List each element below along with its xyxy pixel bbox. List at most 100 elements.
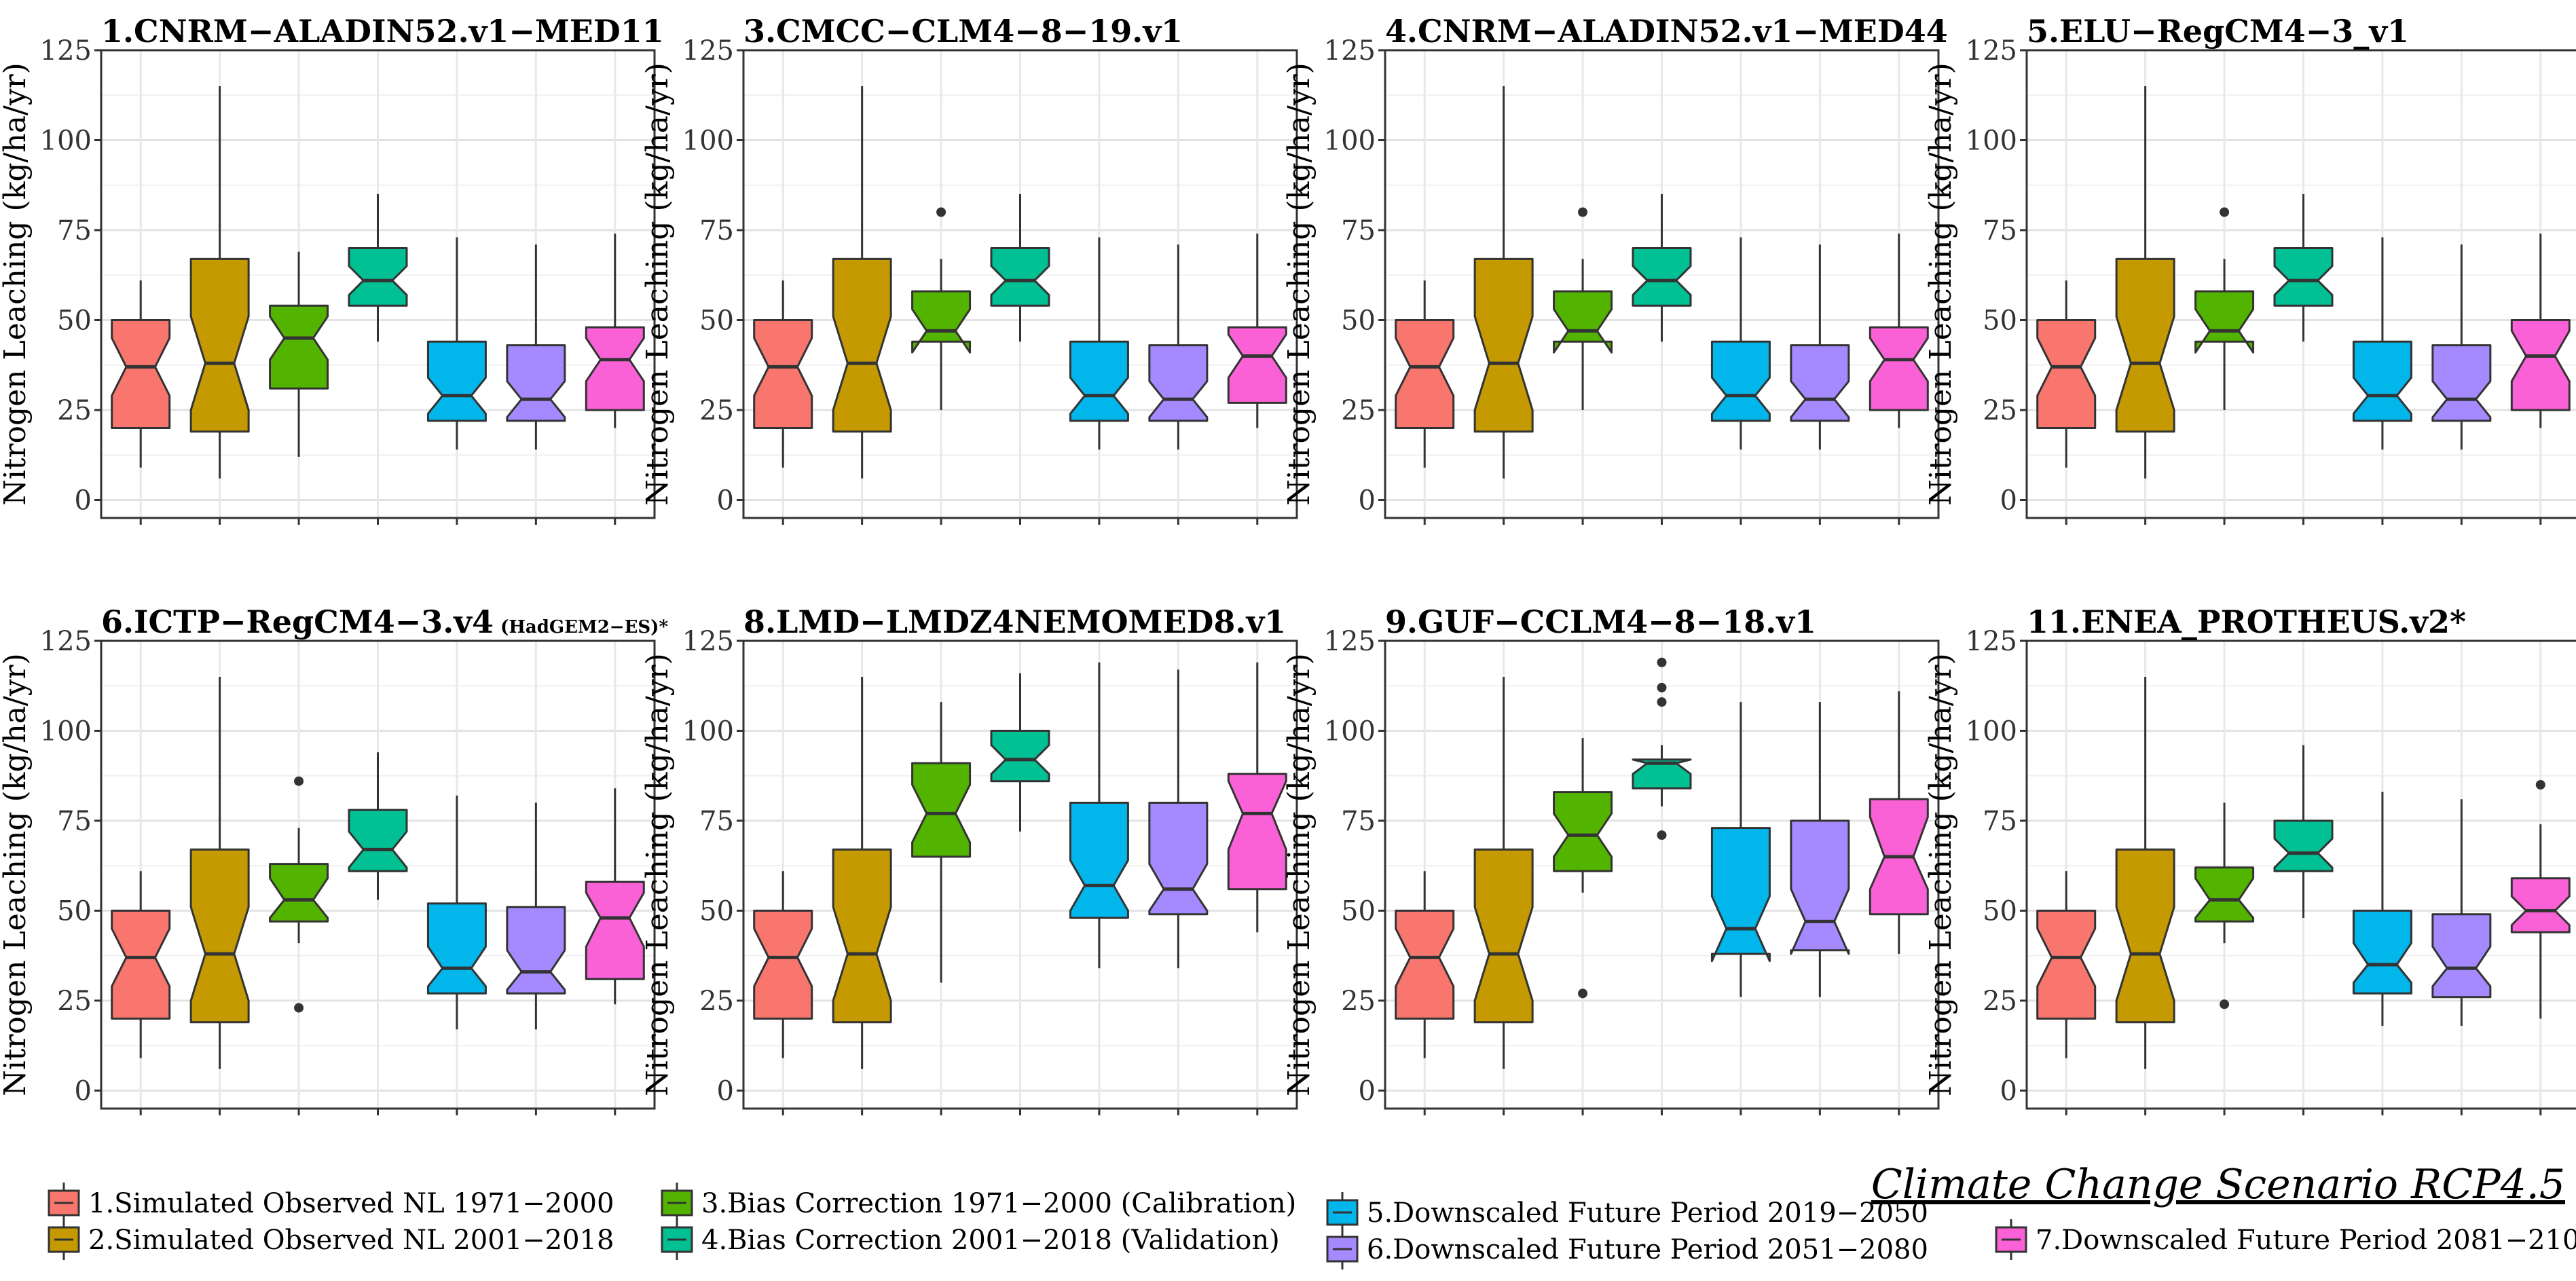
box-body [1227,326,1287,404]
box-body [1553,791,1613,872]
box-1 [753,871,813,1058]
y-tick-label: 125 [1966,35,2017,67]
panel-title-main: 5.ELU−RegCM4−3_v1 [2027,13,2409,50]
box-2 [189,677,250,1069]
box-body [2510,877,2571,933]
box-5 [426,237,487,450]
box-body [585,880,645,980]
box-4 [990,194,1050,342]
box-1 [2036,280,2097,468]
y-tick-label: 50 [1341,305,1376,337]
y-tick-label: 25 [699,986,734,1017]
box-5 [1710,702,1771,997]
y-axis-label: Nitrogen Leaching (kg/ha/yr) [0,62,33,506]
box-4 [1632,194,1692,342]
panel-title-main: 3.CMCC−CLM4−8−19.v1 [743,13,1183,50]
box-6 [2431,244,2492,450]
box-body [2036,910,2097,1020]
y-tick-label: 50 [57,896,92,927]
box-body [506,906,566,995]
outlier-point [294,776,304,786]
box-4 [348,752,408,900]
legend-item-2: 2.Simulated Observed NL 2001−2018 [48,1219,614,1260]
outlier-point [1657,697,1667,707]
scenario-label: Climate Change Scenario RCP4.5 [1871,1161,2565,1208]
y-tick-label: 50 [1341,896,1376,927]
outlier-point [1657,657,1667,667]
box-body [2273,819,2334,872]
legend-label: 6.Downscaled Future Period 2051−2080 [1367,1234,1928,1265]
y-tick-label: 0 [717,485,734,517]
box-body [2431,344,2492,422]
box-body [2115,848,2175,1024]
box-3 [269,776,329,1013]
box-body [111,319,171,429]
y-tick-label: 0 [75,1076,92,1107]
box-body [990,247,1050,307]
y-tick-label: 75 [57,215,92,246]
y-tick-label: 25 [57,395,92,426]
box-body [753,910,813,1020]
box-6 [2431,799,2492,1026]
panel-title-suffix: (HadGEM2−ES)* [500,617,668,637]
box-6 [1790,244,1850,450]
outlier-point [2220,999,2230,1009]
box-4 [348,194,408,342]
box-3 [1553,207,1613,410]
box-body [832,257,892,433]
legend-key [1995,1226,2027,1253]
box-3 [269,251,329,457]
box-3 [1553,738,1613,999]
y-axis-label: Nitrogen Leaching (kg/ha/yr) [640,653,675,1096]
box-body [1148,344,1209,422]
box-1 [111,871,171,1058]
y-tick-label: 125 [682,35,734,67]
y-axis-label: Nitrogen Leaching (kg/ha/yr) [1282,653,1317,1096]
box-7 [1869,691,1929,954]
y-tick-label: 100 [1324,716,1376,747]
y-tick-label: 125 [1966,626,2017,657]
legend-label: 1.Simulated Observed NL 1971−2000 [88,1188,614,1219]
outlier-point [1578,988,1588,999]
box-1 [753,280,813,468]
y-axis-label: Nitrogen Leaching (kg/ha/yr) [1924,62,1958,506]
y-tick-label: 75 [699,806,734,837]
box-body [348,809,408,872]
panel-title-main: 6.ICTP−RegCM4−3.v4 [101,604,494,640]
y-tick-label: 0 [2000,1076,2017,1107]
panel-title-main: 8.LMD−LMDZ4NEMOMED8.v1 [743,604,1286,640]
y-tick-label: 75 [1341,806,1376,837]
legend-label: 2.Simulated Observed NL 2001−2018 [88,1225,614,1256]
y-tick-label: 125 [40,626,92,657]
box-4 [1632,657,1692,840]
y-tick-label: 100 [40,716,92,747]
box-7 [585,788,645,1005]
box-4 [990,673,1050,832]
box-body [1148,802,1209,916]
box-body [990,730,1050,783]
legend: 1.Simulated Observed NL 1971−2000 2.Simul… [48,1183,2576,1269]
panel-title: 4.CNRM−ALADIN52.v1−MED44 [1385,13,1948,50]
box-6 [1148,669,1209,969]
panel-title-main: 11.ENEA_PROTHEUS.v2* [2027,604,2466,640]
box-body [1790,819,1850,955]
box-2 [189,86,250,479]
panel-title: 3.CMCC−CLM4−8−19.v1 [743,13,1183,50]
y-tick-label: 0 [1359,1076,1376,1107]
outlier-point [2220,207,2230,217]
box-3 [911,702,972,983]
box-body [1553,290,1613,354]
panel-title: 1.CNRM−ALADIN52.v1−MED11 [101,13,664,50]
legend-label: 3.Bias Correction 1971−2000 (Calibration… [701,1188,1296,1219]
box-body [2352,910,2412,995]
panel-title-main: 4.CNRM−ALADIN52.v1−MED44 [1385,13,1948,50]
y-tick-label: 100 [1324,126,1376,157]
box-6 [1148,244,1209,450]
box-body [832,848,892,1024]
